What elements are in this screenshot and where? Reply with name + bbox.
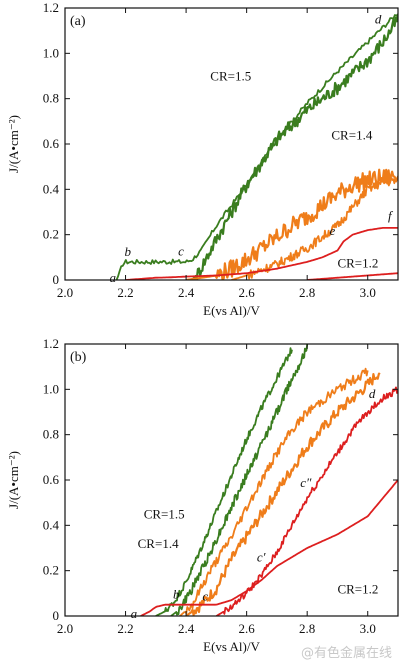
- y-tick-label: 0.8: [43, 427, 59, 442]
- point-label: b: [173, 587, 180, 602]
- x-tick-label: 2.4: [178, 285, 195, 300]
- x-tick-label: 2.2: [117, 285, 133, 300]
- x-axis-title: E(vs Al)/V: [203, 639, 260, 654]
- y-tick-label: 0.4: [43, 517, 60, 532]
- series-annotation: CR=1.5: [210, 69, 251, 84]
- series-line-cr14-2: [179, 367, 369, 616]
- point-label: e: [330, 223, 336, 238]
- point-label: c: [178, 244, 184, 259]
- y-tick-label: 1.0: [43, 45, 59, 60]
- y-tick-label: 0.4: [43, 181, 60, 196]
- x-tick-label: 2.6: [239, 285, 256, 300]
- x-tick-label: 3.0: [360, 285, 376, 300]
- series-line-cr12-4: [140, 479, 398, 616]
- panel-label: (b): [70, 350, 87, 365]
- series-line-cr12-4: [125, 227, 398, 280]
- x-tick-label: 2.0: [57, 285, 73, 300]
- point-label: f: [388, 208, 394, 223]
- x-tick-label: 2.4: [178, 621, 195, 636]
- y-axis-title: J/(A•cm⁻²): [6, 115, 21, 173]
- plot-frame: [64, 343, 399, 617]
- x-tick-label: 2.6: [239, 621, 256, 636]
- x-tick-label: 2.8: [299, 285, 315, 300]
- series-annotation: CR=1.2: [337, 581, 378, 596]
- series-line-cr14-2: [185, 168, 398, 280]
- x-tick-label: 3.0: [360, 621, 376, 636]
- panel-label: (a): [70, 14, 86, 29]
- point-label: a: [109, 270, 116, 285]
- series-annotation: CR=1.4: [331, 127, 372, 142]
- y-tick-label: 1.0: [43, 381, 59, 396]
- series-line-cr14-3: [185, 372, 381, 616]
- point-label: d: [369, 386, 376, 401]
- x-axis-title: E(vs Al)/V: [203, 303, 260, 318]
- series-line-cr15-1: [191, 15, 398, 280]
- y-tick-label: 1.2: [43, 0, 59, 15]
- series-line-cr15-1: [170, 344, 309, 616]
- x-tick-label: 2.8: [299, 621, 315, 636]
- y-tick-label: 0.2: [43, 227, 59, 242]
- chart-panel-0: 2.0 2.2 2.4 2.6 2.8 3.0 0 0.2 0.4 0.6 0.8 1.0 1.2 E(v…: [6, 0, 399, 318]
- y-tick-label: 0.6: [43, 136, 60, 151]
- series-line-cr15-0: [155, 347, 293, 616]
- y-axis-title: J/(A•cm⁻²): [6, 451, 21, 509]
- point-label: c: [202, 589, 208, 604]
- point-label: c″: [300, 475, 312, 490]
- y-tick-label: 0.2: [43, 563, 59, 578]
- series-line-cr12-5: [215, 386, 398, 616]
- point-label: c′: [257, 550, 266, 565]
- x-tick-label: 2.2: [117, 621, 133, 636]
- series-annotation: CR=1.2: [337, 256, 378, 271]
- y-tick-label: 0.6: [43, 472, 60, 487]
- point-label: b: [125, 244, 132, 259]
- series-annotation: CR=1.4: [138, 536, 179, 551]
- x-tick-label: 2.0: [57, 621, 73, 636]
- y-tick-label: 0: [53, 272, 60, 287]
- chart-panel-1: 2.0 2.2 2.4 2.6 2.8 3.0 0 0.2 0.4 0.6 0.8 1.0 1.2 E(v…: [6, 336, 399, 654]
- point-label: d: [375, 11, 382, 26]
- series-line-cr15-0: [115, 13, 398, 280]
- series-annotation: CR=1.5: [144, 507, 185, 522]
- y-tick-label: 0: [53, 608, 60, 623]
- point-label: a: [131, 606, 138, 621]
- watermark-text: @有色金属在线: [300, 646, 392, 661]
- y-tick-label: 1.2: [43, 336, 59, 351]
- series-line-cr12-5: [306, 272, 398, 280]
- y-tick-label: 0.8: [43, 91, 59, 106]
